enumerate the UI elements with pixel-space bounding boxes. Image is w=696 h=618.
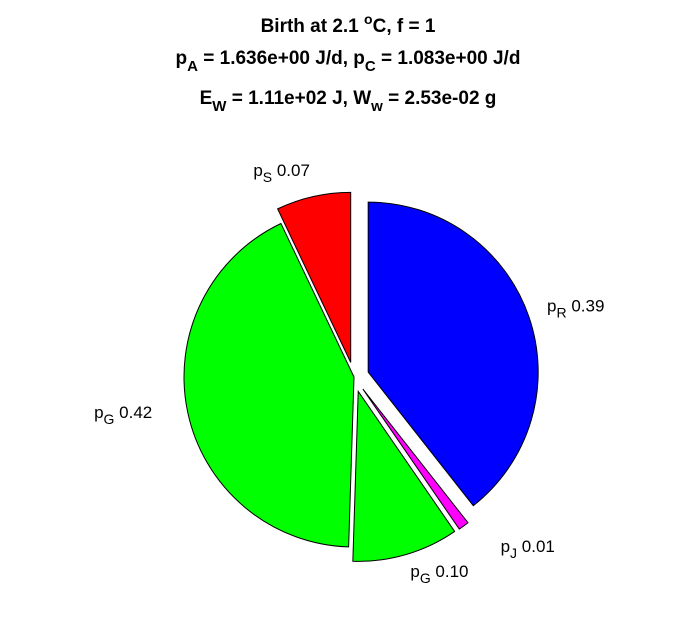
- title-line-3: EW = 1.11e+02 J, Ww = 2.53e-02 g: [200, 88, 497, 115]
- slice-label-pg-3: pG 0.42: [94, 403, 152, 427]
- pie-slice-ps-4: [276, 191, 352, 363]
- slice-label-ps-4: pS 0.07: [253, 161, 310, 185]
- pie-slice-pr-0: [367, 201, 539, 507]
- slice-label-pj-1: pJ 0.01: [501, 537, 555, 561]
- pie-slice-pj-1: [362, 388, 469, 530]
- chart-title: Birth at 2.1 oC, f = 1 pA = 1.636e+00 J/…: [176, 11, 521, 115]
- pie-slice-pg-2: [352, 389, 456, 562]
- pie-labels: pR 0.39 pJ 0.01 pG 0.10 pG 0.42 pS 0.07: [94, 161, 604, 586]
- slice-label-pg-2: pG 0.10: [410, 562, 468, 586]
- title-line-1: Birth at 2.1 oC, f = 1: [261, 11, 436, 37]
- pie-slices: [183, 191, 539, 562]
- title-line-2: pA = 1.636e+00 J/d, pC = 1.083e+00 J/d: [176, 48, 521, 75]
- pie-slice-pg-3: [183, 222, 355, 548]
- slice-label-pr-0: pR 0.39: [547, 297, 604, 321]
